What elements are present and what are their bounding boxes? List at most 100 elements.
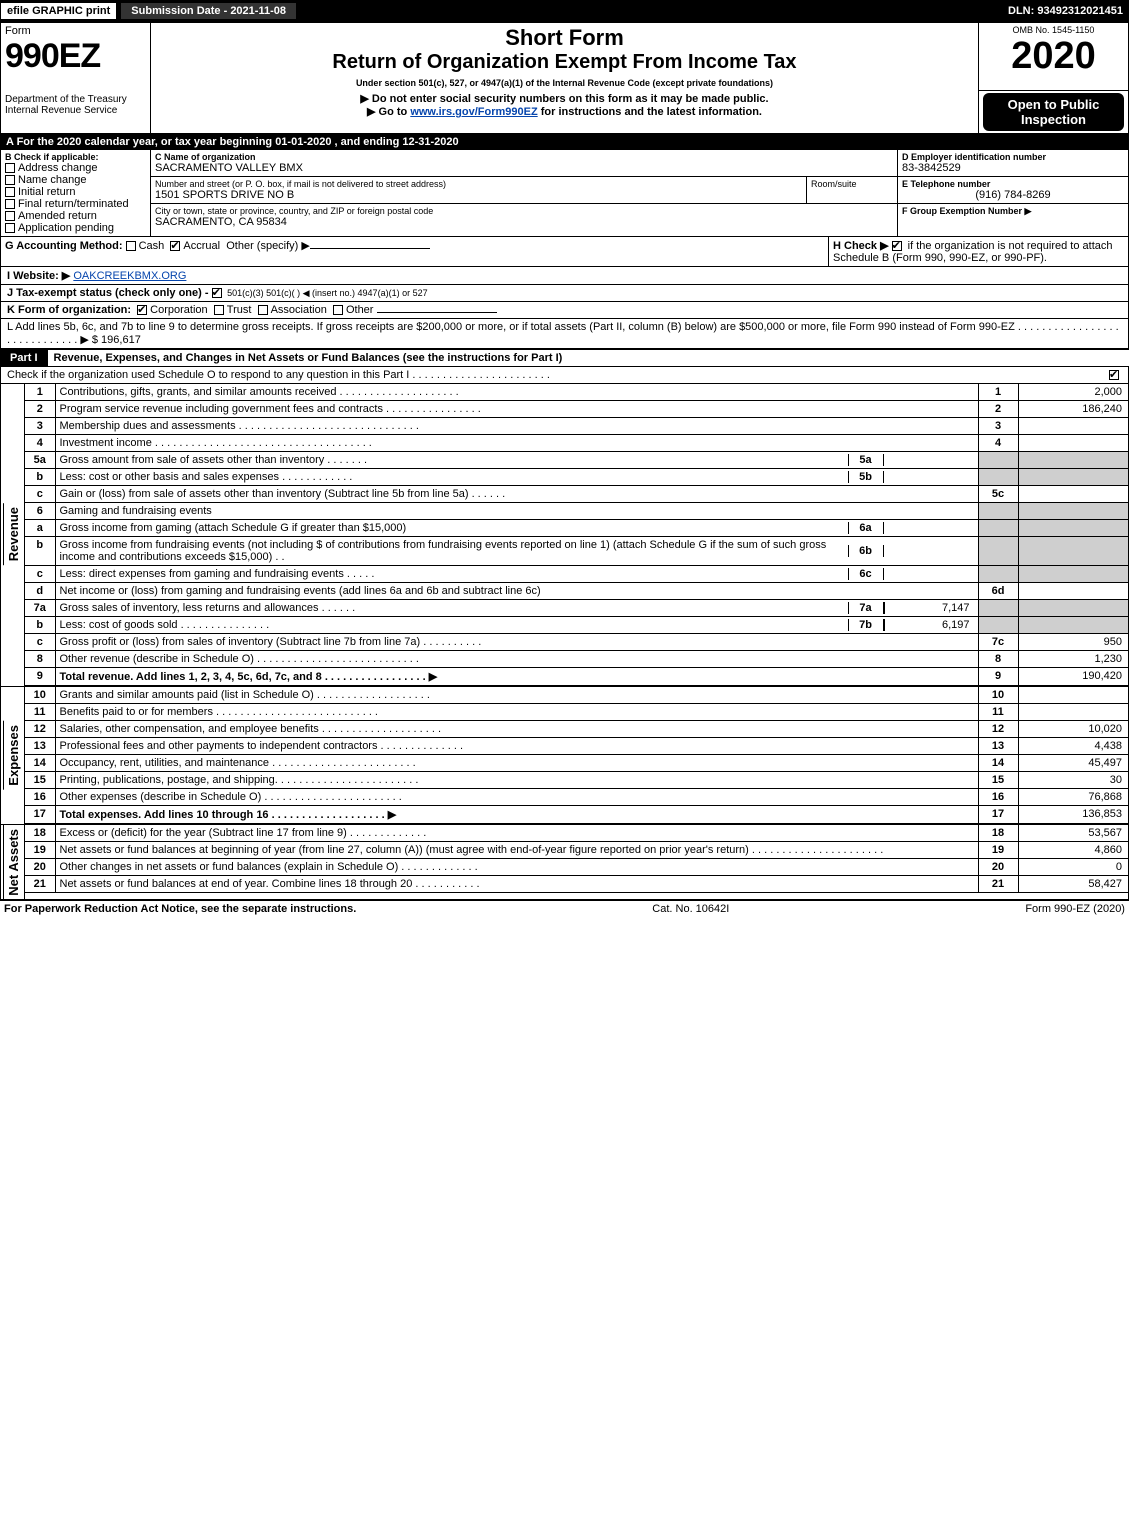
l4-n: 4 — [25, 434, 55, 451]
l6b-n: b — [25, 536, 55, 565]
irs-link[interactable]: www.irs.gov/Form990EZ — [410, 106, 537, 118]
l13-box: 13 — [978, 737, 1018, 754]
b-opt-name[interactable]: Name change — [5, 174, 146, 186]
line-5a: 5a Gross amount from sale of assets other… — [25, 451, 1128, 468]
b-opt-final[interactable]: Final return/terminated — [5, 198, 146, 210]
l6d-n: d — [25, 582, 55, 599]
l5a-n: 5a — [25, 451, 55, 468]
l7b-sval: 6,197 — [884, 619, 974, 631]
expenses-table: 10Grants and similar amounts paid (list … — [25, 687, 1128, 824]
l8-n: 8 — [25, 650, 55, 667]
line-19: 19Net assets or fund balances at beginni… — [25, 841, 1128, 858]
l6d-t: Net income or (loss) from gaming and fun… — [55, 582, 978, 599]
line-6: 6Gaming and fundraising events — [25, 502, 1128, 519]
l7a-sub: 7a — [848, 602, 884, 614]
warn-goto-post: for instructions and the latest informat… — [538, 106, 762, 118]
l18-amt: 53,567 — [1018, 825, 1128, 842]
l6-shade1 — [978, 502, 1018, 519]
k-trust-cb[interactable] — [214, 305, 224, 315]
part1-check-cb[interactable] — [1109, 370, 1119, 380]
footer-left: For Paperwork Reduction Act Notice, see … — [4, 903, 356, 915]
l5b-shade2 — [1018, 468, 1128, 485]
g-cash-cb[interactable] — [126, 241, 136, 251]
short-form: Short Form — [155, 25, 974, 51]
k-other-cb[interactable] — [333, 305, 343, 315]
k-assoc-cb[interactable] — [258, 305, 268, 315]
j-label: J Tax-exempt status (check only one) - — [7, 287, 212, 299]
l6-n: 6 — [25, 502, 55, 519]
l6b-shade1 — [978, 536, 1018, 565]
l10-t: Grants and similar amounts paid (list in… — [55, 687, 978, 704]
line-11: 11Benefits paid to or for members . . . … — [25, 703, 1128, 720]
l12-amt: 10,020 — [1018, 720, 1128, 737]
l13-amt: 4,438 — [1018, 737, 1128, 754]
g-accrual: Accrual — [183, 240, 220, 252]
b-opt-final-label: Final return/terminated — [18, 198, 129, 210]
l3-box: 3 — [978, 417, 1018, 434]
b-title: B Check if applicable: — [5, 152, 146, 162]
l1-box: 1 — [978, 384, 1018, 401]
l12-t: Salaries, other compensation, and employ… — [55, 720, 978, 737]
line-j: J Tax-exempt status (check only one) - 5… — [0, 285, 1129, 302]
netassets-label: Net Assets — [3, 825, 23, 900]
l5a-t: Gross amount from sale of assets other t… — [60, 454, 848, 466]
l6b-sub: 6b — [848, 545, 884, 557]
b-opt-address[interactable]: Address change — [5, 162, 146, 174]
b-opt-pending[interactable]: Application pending — [5, 222, 146, 234]
l5a-shade2 — [1018, 451, 1128, 468]
j-501c3-cb[interactable] — [212, 288, 222, 298]
line-9: 9Total revenue. Add lines 1, 2, 3, 4, 5c… — [25, 667, 1128, 685]
b-opt-initial[interactable]: Initial return — [5, 186, 146, 198]
k-other-blank[interactable] — [377, 312, 497, 313]
l7b-t: Less: cost of goods sold . . . . . . . .… — [60, 619, 848, 631]
form-word: Form — [5, 25, 146, 37]
line-a: A For the 2020 calendar year, or tax yea… — [0, 134, 1129, 150]
form-number: 990EZ — [5, 37, 146, 76]
revenue-table: 1Contributions, gifts, grants, and simil… — [25, 384, 1128, 686]
form-subtitle: Under section 501(c), 527, or 4947(a)(1)… — [155, 78, 974, 88]
l1-t: Contributions, gifts, grants, and simila… — [55, 384, 978, 401]
line-14: 14Occupancy, rent, utilities, and mainte… — [25, 754, 1128, 771]
l5c-box: 5c — [978, 485, 1018, 502]
open-to-public: Open to Public Inspection — [983, 93, 1124, 131]
l20-n: 20 — [25, 858, 55, 875]
l14-amt: 45,497 — [1018, 754, 1128, 771]
line-l: L Add lines 5b, 6c, and 7b to line 9 to … — [0, 319, 1129, 349]
warn-ssn: ▶ Do not enter social security numbers o… — [155, 92, 974, 105]
h-cb[interactable] — [892, 241, 902, 251]
l6c-sub: 6c — [848, 568, 884, 580]
l5c-n: c — [25, 485, 55, 502]
l21-n: 21 — [25, 875, 55, 892]
omb: OMB No. 1545-1150 — [983, 25, 1124, 35]
l9-box: 9 — [978, 667, 1018, 685]
l-text: L Add lines 5b, 6c, and 7b to line 9 to … — [7, 321, 1119, 346]
irs: Internal Revenue Service — [5, 105, 146, 116]
efile-label[interactable]: efile GRAPHIC print — [0, 2, 117, 20]
k-corp-cb[interactable] — [137, 305, 147, 315]
addr-label: Number and street (or P. O. box, if mail… — [155, 179, 802, 189]
l14-t: Occupancy, rent, utilities, and maintena… — [55, 754, 978, 771]
b-opt-amended[interactable]: Amended return — [5, 210, 146, 222]
website-link[interactable]: OAKCREEKBMX.ORG — [73, 270, 186, 282]
submission-date: Submission Date - 2021-11-08 — [121, 3, 296, 19]
l6a-n: a — [25, 519, 55, 536]
line-13: 13Professional fees and other payments t… — [25, 737, 1128, 754]
line-6a: aGross income from gaming (attach Schedu… — [25, 519, 1128, 536]
i-label: I Website: ▶ — [7, 270, 70, 282]
l7a-sval: 7,147 — [884, 602, 974, 614]
l1-amt: 2,000 — [1018, 384, 1128, 401]
f-label: F Group Exemption Number ▶ — [902, 206, 1124, 217]
h-pre: H Check ▶ — [833, 240, 892, 252]
l14-n: 14 — [25, 754, 55, 771]
l2-amt: 186,240 — [1018, 400, 1128, 417]
b-opt-name-label: Name change — [18, 174, 87, 186]
g-accrual-cb[interactable] — [170, 241, 180, 251]
expenses-label: Expenses — [3, 721, 23, 790]
l4-box: 4 — [978, 434, 1018, 451]
d-label: D Employer identification number — [902, 152, 1124, 162]
l4-amt — [1018, 434, 1128, 451]
g-other-blank[interactable] — [310, 248, 430, 249]
b-opt-initial-label: Initial return — [18, 186, 75, 198]
l15-t: Printing, publications, postage, and shi… — [55, 771, 978, 788]
l19-box: 19 — [978, 841, 1018, 858]
